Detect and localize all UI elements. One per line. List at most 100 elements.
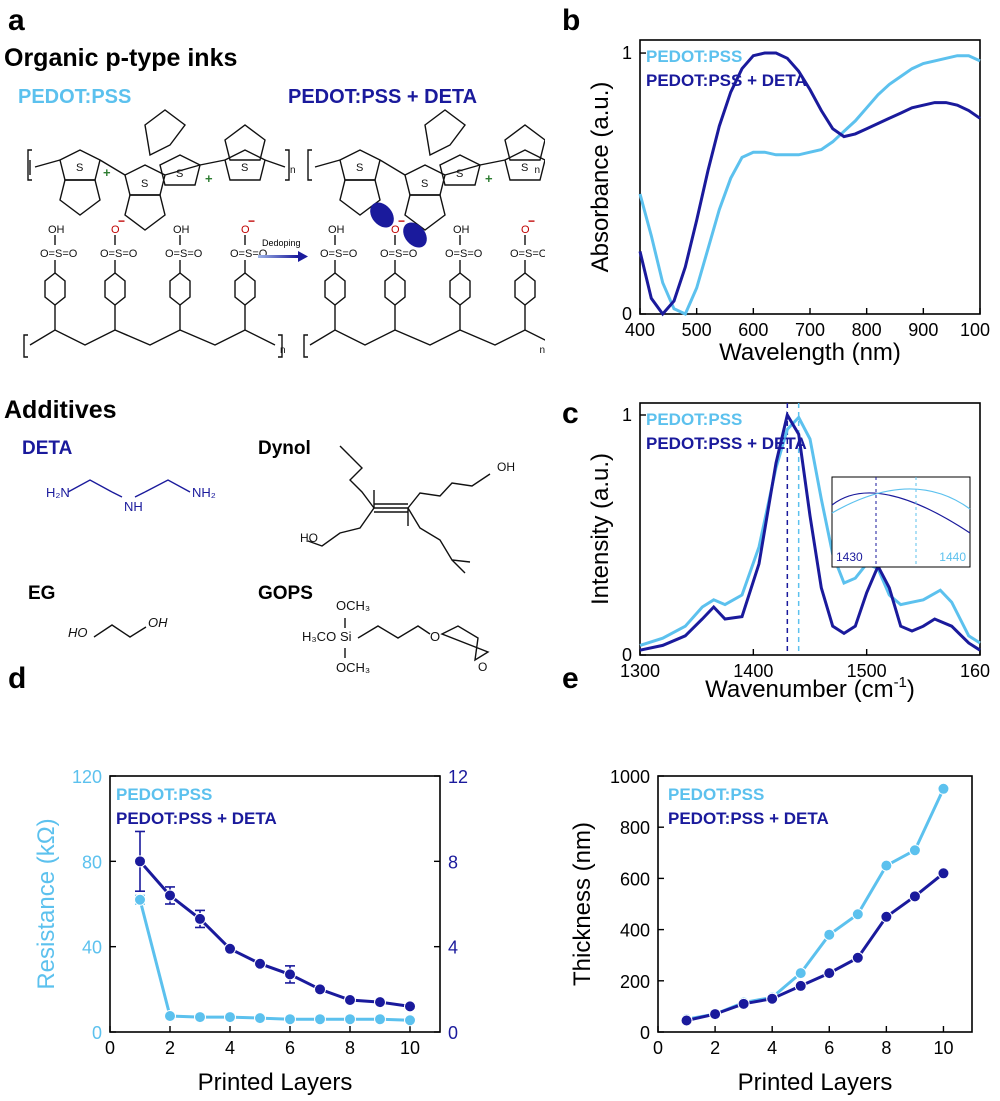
svg-text:S: S: [76, 162, 83, 174]
x-axis-label: Wavenumber (cm-1): [705, 674, 915, 703]
dynol-oh: OH: [497, 460, 515, 474]
svg-text:−: −: [528, 214, 535, 228]
additive-dynol-label: Dynol: [258, 438, 311, 459]
data-point: [344, 1013, 356, 1026]
gops-och3-top: OCH₃: [336, 598, 371, 613]
data-point: [794, 979, 807, 992]
series-line: [138, 899, 411, 1022]
svg-text:n: n: [534, 165, 540, 176]
svg-text:S: S: [356, 162, 363, 174]
x-tick-label: 600: [738, 320, 768, 340]
pss-chain-right: [303, 235, 545, 358]
svg-text:O: O: [111, 224, 120, 236]
gops-o: O: [430, 629, 441, 644]
data-point: [284, 968, 296, 981]
svg-text:+: +: [205, 171, 213, 186]
x-tick-label: 2: [165, 1038, 175, 1058]
pedot-structures: OHO=S=O OO=S=O OHO=S=O OO=S=O OHO=S=O OO…: [23, 109, 545, 358]
svg-text:OH: OH: [453, 224, 470, 236]
y-tick-label: 0: [622, 645, 632, 665]
svg-text:OH: OH: [48, 224, 65, 236]
svg-text:S: S: [421, 178, 428, 190]
data-point: [404, 1000, 416, 1013]
legend-entry: PEDOT:PSS + DETA: [668, 809, 829, 828]
x-tick-label: 900: [908, 320, 938, 340]
x-tick-label: 8: [881, 1038, 891, 1058]
x-tick-label: 500: [682, 320, 712, 340]
y-tick-label: 800: [620, 818, 650, 838]
additives-title: Additives: [4, 396, 117, 424]
gops-h3co: H₃CO: [302, 629, 337, 644]
inset-tick-label: 1440: [939, 550, 966, 564]
svg-text:S: S: [241, 162, 248, 174]
x-tick-label: 1000: [960, 320, 990, 340]
svg-text:O=S=O: O=S=O: [445, 248, 483, 260]
series-line: [639, 411, 981, 652]
data-point: [880, 910, 893, 923]
svg-text:n: n: [539, 345, 545, 356]
y-tick-label: 120: [72, 767, 102, 787]
dedoping-label: Dedoping: [262, 238, 301, 248]
data-point: [254, 1012, 266, 1025]
x-tick-label: 0: [105, 1038, 115, 1058]
x-tick-label: 1300: [620, 661, 660, 681]
data-point: [404, 1014, 416, 1027]
data-point: [737, 997, 750, 1010]
svg-text:OH: OH: [173, 224, 190, 236]
svg-text:−: −: [398, 214, 405, 228]
y-tick-label: 0: [622, 304, 632, 324]
ink-label-pedot-deta: PEDOT:PSS + DETA: [288, 86, 478, 108]
chart-e-thickness: 0 2 4 6 8 10 0 200 400 600 800 1000 PEDOT:PSS PEDOT:P…: [569, 767, 973, 1096]
data-point: [851, 908, 864, 921]
y-right-tick-label: 12: [448, 767, 468, 787]
data-point: [374, 996, 386, 1009]
gops-si: Si: [340, 629, 352, 644]
y-tick-label: 600: [620, 869, 650, 889]
series-line: [138, 860, 411, 1008]
data-point: [164, 889, 176, 902]
svg-text:O=S=O: O=S=O: [165, 248, 203, 260]
data-point: [224, 942, 236, 955]
panel-letter-e: e: [562, 662, 579, 695]
inset-series-line: [831, 492, 971, 534]
svg-text:n: n: [280, 345, 286, 356]
svg-text:S: S: [141, 178, 148, 190]
y-tick-label: 1: [622, 405, 632, 425]
x-axis-label: Wavelength (nm): [719, 339, 901, 366]
y-right-axis-label: Resistance (MΩ): [477, 814, 480, 993]
svg-text:O=S=O: O=S=O: [380, 248, 418, 260]
inks-title: Organic p-type inks: [4, 44, 238, 72]
y-tick-label: 0: [92, 1023, 102, 1043]
series-line: [638, 54, 981, 317]
ink-label-pedot: PEDOT:PSS: [18, 86, 132, 108]
data-point: [314, 983, 326, 996]
x-tick-label: 8: [345, 1038, 355, 1058]
data-point: [908, 844, 921, 857]
panel-letter-b: b: [562, 4, 581, 37]
x-tick-label: 400: [625, 320, 655, 340]
additive-gops-label: GOPS: [258, 583, 313, 604]
y-tick-label: 200: [620, 972, 650, 992]
x-tick-label: 1400: [733, 661, 773, 681]
dynol-structure: [307, 445, 491, 574]
data-point: [284, 1013, 296, 1026]
pedot-chain-right: [307, 109, 545, 231]
data-point: [709, 1008, 722, 1021]
pedot-chain-left: [27, 109, 290, 231]
y-right-tick-label: 8: [448, 852, 458, 872]
svg-text:S: S: [176, 168, 183, 180]
data-point: [224, 1011, 236, 1024]
svg-text:S: S: [521, 162, 528, 174]
x-tick-label: 800: [852, 320, 882, 340]
chart-d-resistance: 0 2 4 6 8 10 0 40 80 120 0 4 8 12 PEDOT:PSS PEDOT:PSS +…: [33, 767, 480, 1096]
y-axis-label: Intensity (a.u.): [587, 453, 614, 605]
data-point: [851, 951, 864, 964]
x-axis-label: Printed Layers: [738, 1069, 893, 1096]
x-tick-label: 0: [653, 1038, 663, 1058]
svg-text:OH: OH: [328, 224, 345, 236]
legend-entry: PEDOT:PSS + DETA: [116, 809, 277, 828]
y-axis-label: Absorbance (a.u.): [587, 82, 614, 273]
y-tick-label: 400: [620, 921, 650, 941]
data-point: [374, 1013, 386, 1026]
